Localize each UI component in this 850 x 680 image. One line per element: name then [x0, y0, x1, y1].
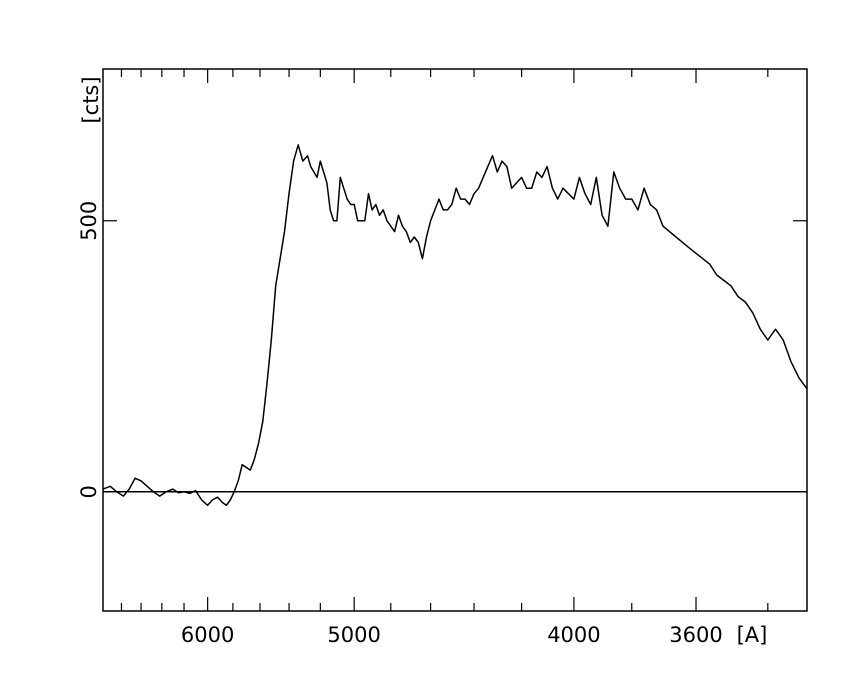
x-axis-label: [A] — [737, 623, 768, 647]
y-tick-label: 0 — [77, 485, 101, 498]
x-tick-label: 4000 — [547, 623, 600, 647]
y-axis-label: [cts] — [79, 76, 103, 123]
plot-frame — [102, 68, 808, 612]
x-tick-label: 3600 — [669, 623, 722, 647]
axis-tick-labels: 6000 5000 4000 3600 0 500 — [77, 201, 723, 647]
x-tick-label: 6000 — [181, 623, 234, 647]
axis-ticks — [103, 69, 807, 611]
x-tick-label: 5000 — [327, 623, 380, 647]
y-tick-label: 500 — [77, 201, 101, 241]
spectrum-line — [102, 144, 808, 507]
